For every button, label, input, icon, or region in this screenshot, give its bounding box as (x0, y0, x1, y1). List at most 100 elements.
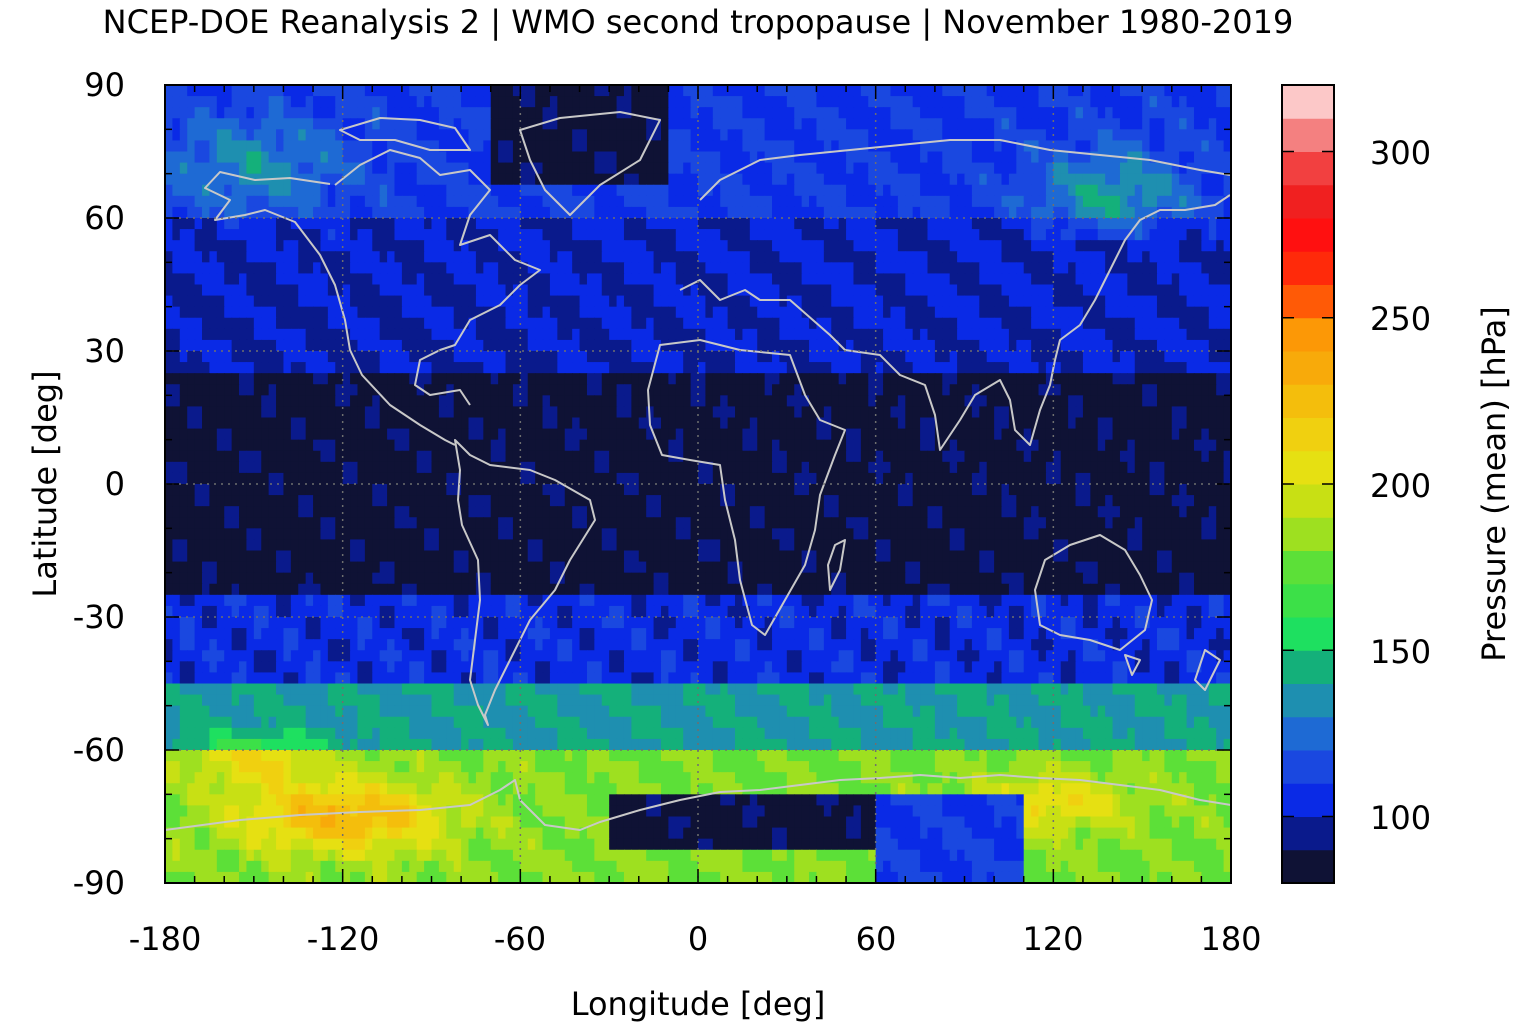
heatmap-cell (512, 262, 521, 275)
heatmap-cell (468, 218, 477, 230)
heatmap-cell (794, 273, 803, 286)
heatmap-cell (594, 151, 603, 164)
heatmap-cell (749, 339, 758, 352)
heatmap-cell (809, 195, 818, 208)
heatmap-cell (838, 417, 847, 430)
heatmap-cell (646, 317, 655, 330)
heatmap-cell (283, 240, 292, 252)
heatmap-cell (572, 195, 581, 208)
heatmap-cell (1038, 339, 1047, 352)
heatmap-cell (1223, 328, 1231, 341)
heatmap-cell (772, 162, 781, 175)
heatmap-cell (609, 273, 618, 286)
heatmap-cell (690, 395, 699, 408)
heatmap-cell (535, 328, 544, 341)
heatmap-cell (527, 328, 536, 341)
heatmap-cell (631, 406, 640, 419)
heatmap-cell (187, 384, 196, 396)
heatmap-cell (794, 351, 803, 363)
heatmap-cell (283, 96, 292, 108)
heatmap-cell (727, 406, 736, 419)
heatmap-cell (1127, 450, 1136, 463)
heatmap-cell (1097, 118, 1106, 130)
heatmap-cell (424, 96, 433, 108)
heatmap-cell (764, 284, 773, 297)
heatmap-cell (498, 151, 507, 164)
heatmap-cell (520, 118, 529, 130)
heatmap-cell (542, 351, 551, 363)
heatmap-cell (224, 406, 233, 419)
heatmap-cell (261, 428, 270, 441)
heatmap-cell (1082, 140, 1091, 153)
heatmap-cell (320, 439, 329, 452)
heatmap-cell (927, 251, 936, 263)
heatmap-cell (720, 85, 729, 97)
heatmap-cell (801, 184, 810, 197)
heatmap-cell (712, 273, 721, 286)
heatmap-cell (202, 306, 211, 319)
heatmap-cell (320, 317, 329, 330)
heatmap-cell (1164, 406, 1173, 419)
heatmap-cell (364, 129, 373, 142)
heatmap-cell (542, 96, 551, 108)
heatmap (165, 85, 1231, 883)
heatmap-cell (1016, 384, 1025, 396)
heatmap-cell (350, 384, 359, 396)
heatmap-cell (372, 461, 381, 474)
heatmap-cell (446, 362, 455, 374)
heatmap-cell (231, 351, 240, 363)
heatmap-cell (261, 229, 270, 241)
heatmap-cell (1216, 417, 1225, 430)
heatmap-cell (239, 129, 248, 142)
heatmap-cell (957, 195, 966, 208)
heatmap-cell (720, 306, 729, 319)
heatmap-cell (927, 295, 936, 308)
heatmap-cell (194, 118, 203, 130)
heatmap-cell (557, 151, 566, 164)
heatmap-cell (816, 362, 825, 374)
heatmap-cell (942, 328, 951, 341)
heatmap-cell (542, 406, 551, 419)
heatmap-cell (490, 262, 499, 275)
heatmap-cell (838, 395, 847, 408)
heatmap-cell (801, 284, 810, 297)
heatmap-cell (1208, 328, 1217, 341)
heatmap-cell (705, 240, 714, 252)
heatmap-cell (1119, 206, 1128, 219)
heatmap-cell (424, 107, 433, 119)
heatmap-cell (1060, 85, 1069, 97)
heatmap-cell (194, 395, 203, 408)
heatmap-cell (860, 184, 869, 197)
heatmap-cell (1038, 428, 1047, 441)
heatmap-cell (475, 450, 484, 463)
heatmap-cell (735, 218, 744, 230)
heatmap-cell (549, 461, 558, 474)
heatmap-cell (1112, 339, 1121, 352)
heatmap-cell (231, 339, 240, 352)
heatmap-cell (653, 107, 662, 119)
heatmap-cell (631, 328, 640, 341)
heatmap-cell (905, 129, 914, 142)
heatmap-cell (172, 218, 181, 230)
heatmap-cell (327, 151, 336, 164)
heatmap-cell (1082, 428, 1091, 441)
heatmap-cell (957, 240, 966, 252)
heatmap-cell (1045, 251, 1054, 263)
heatmap-cell (1075, 351, 1084, 363)
heatmap-cell (905, 262, 914, 275)
heatmap-cell (742, 351, 751, 363)
heatmap-cell (846, 129, 855, 142)
heatmap-cell (905, 118, 914, 130)
heatmap-cell (1193, 317, 1202, 330)
heatmap-cell (246, 240, 255, 252)
heatmap-cell (875, 339, 884, 352)
heatmap-cell (949, 85, 958, 97)
heatmap-cell (505, 262, 514, 275)
heatmap-cell (772, 328, 781, 341)
heatmap-cell (1090, 339, 1099, 352)
heatmap-cell (690, 240, 699, 252)
heatmap-cell (868, 129, 877, 142)
heatmap-cell (816, 328, 825, 341)
heatmap-cell (772, 450, 781, 463)
heatmap-cell (364, 218, 373, 230)
